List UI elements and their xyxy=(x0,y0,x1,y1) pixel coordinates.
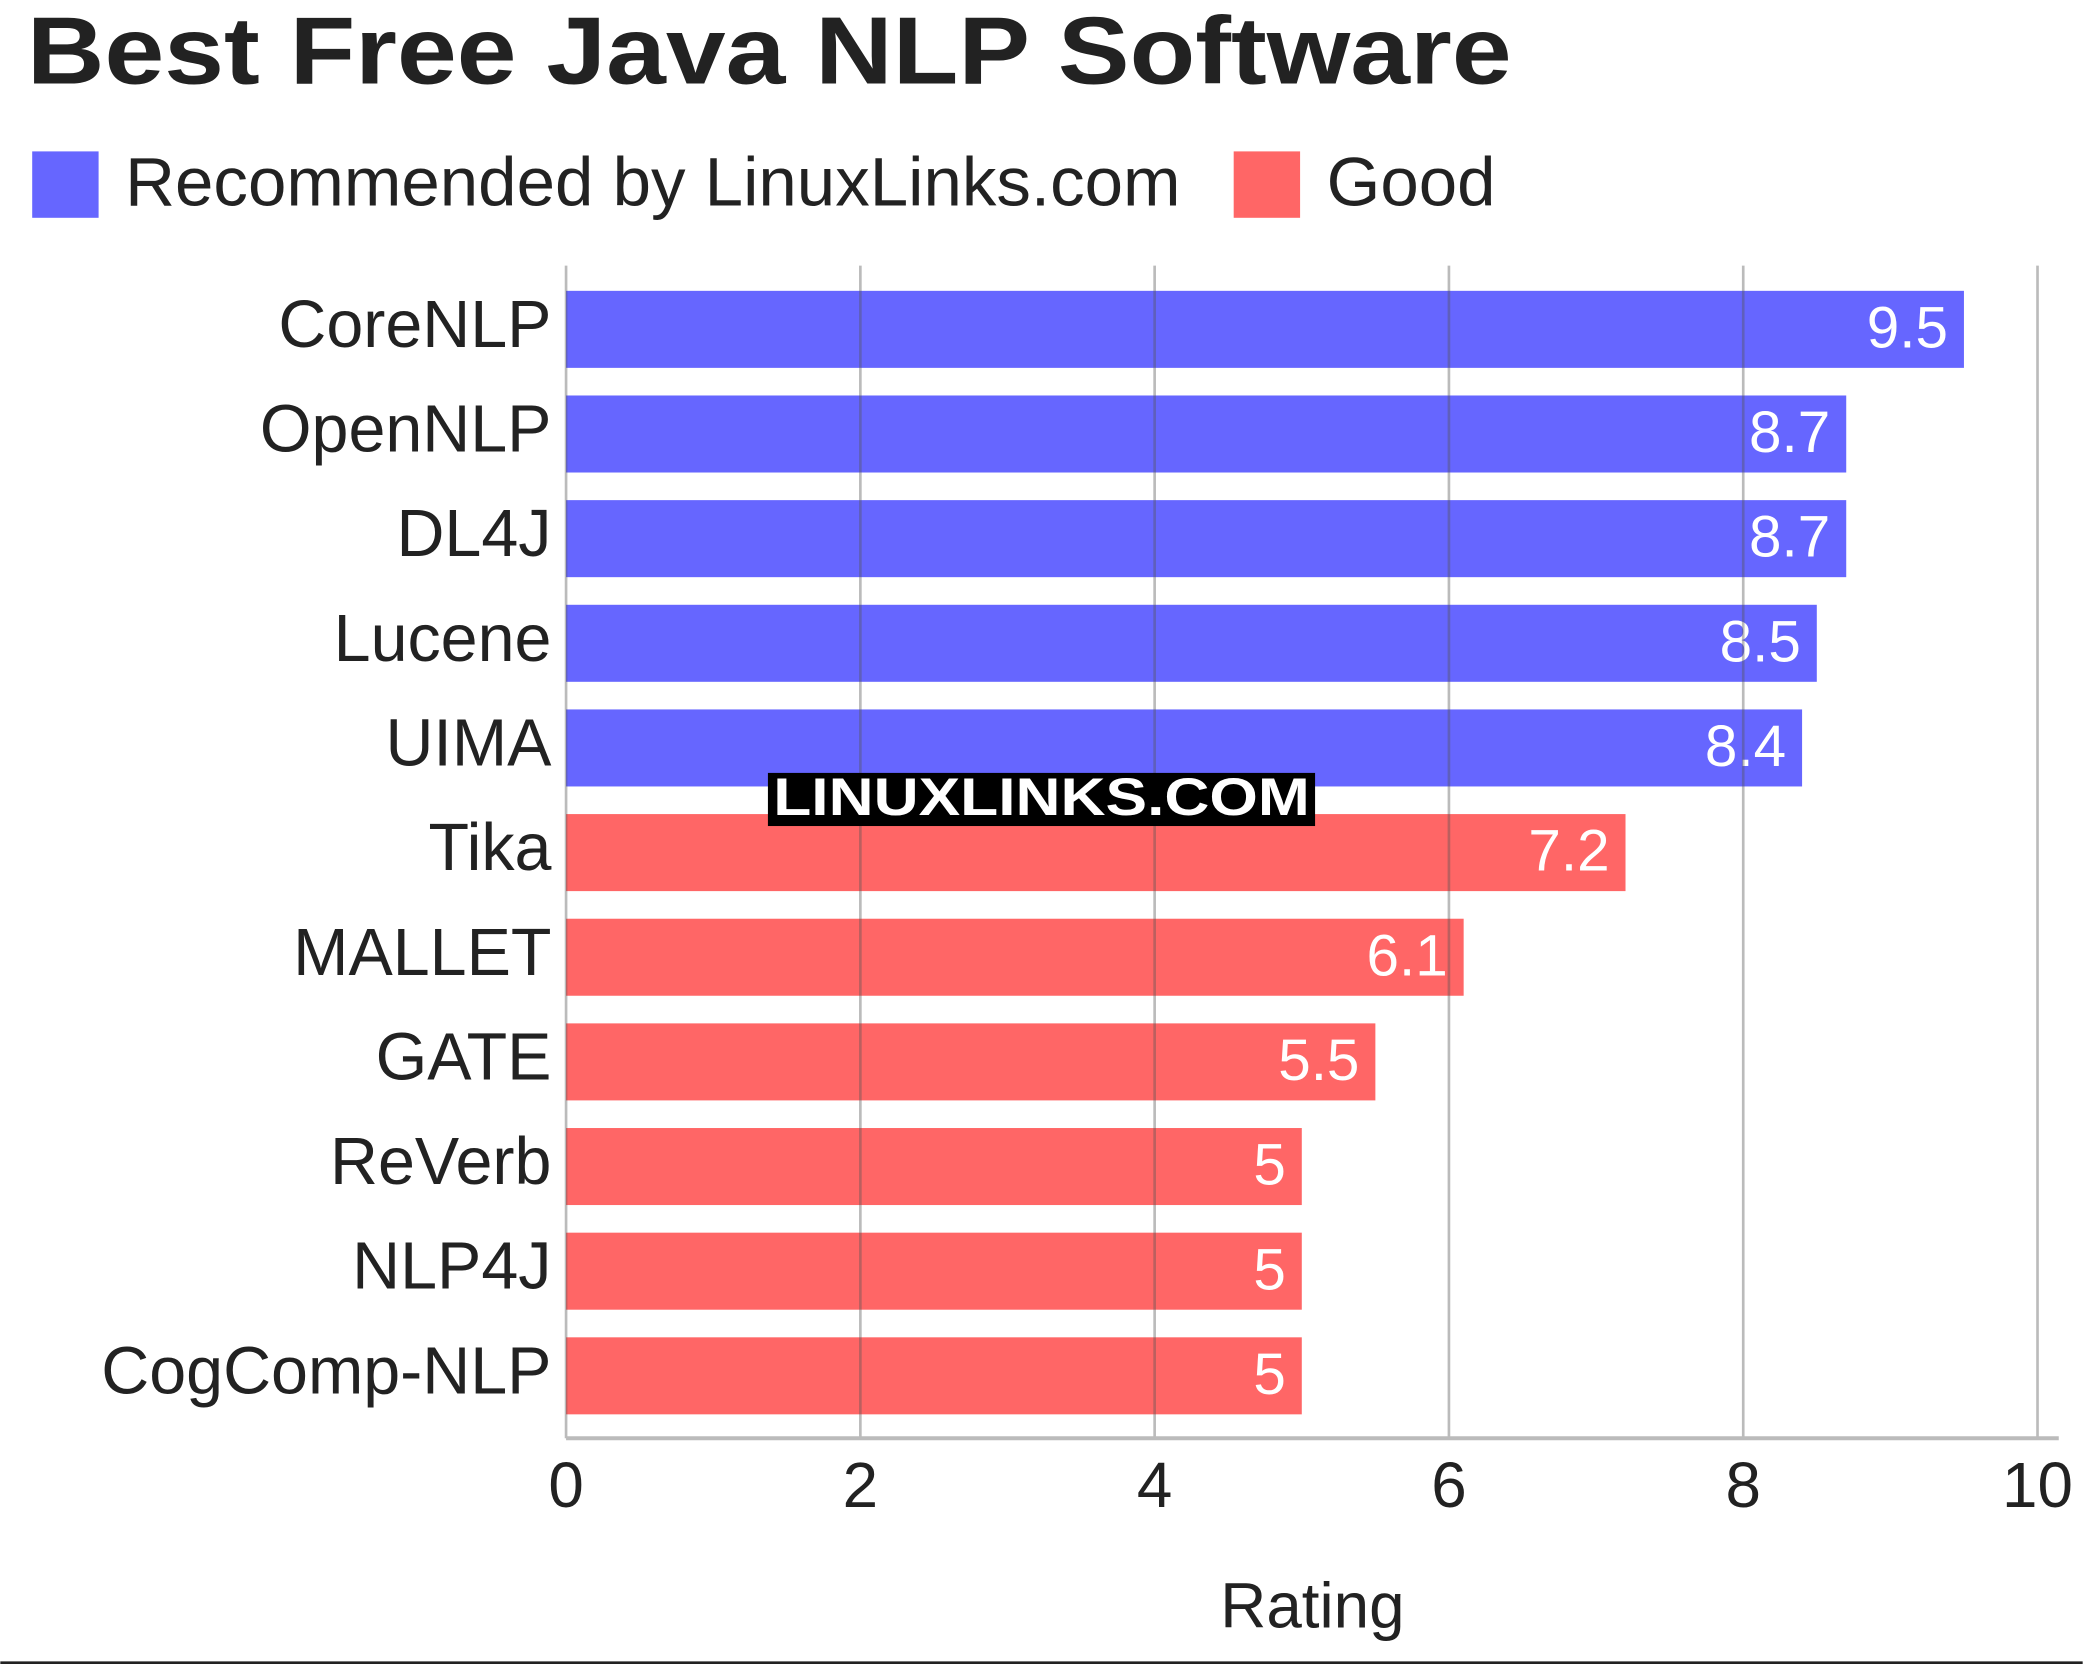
y-tick-label: MALLET xyxy=(293,916,551,990)
bar xyxy=(566,604,1817,682)
legend-label: Recommended by LinuxLinks.com xyxy=(125,142,1180,220)
x-tick-label: 0 xyxy=(548,1449,583,1521)
value-label: 8.4 xyxy=(1705,714,1786,779)
bar xyxy=(566,500,1847,578)
x-tick-label: 2 xyxy=(843,1449,878,1521)
y-tick-label: NLP4J xyxy=(352,1230,551,1304)
bar xyxy=(566,290,1964,368)
x-tick-label: 6 xyxy=(1431,1449,1466,1521)
bar xyxy=(566,395,1847,473)
value-label: 5.5 xyxy=(1278,1028,1359,1093)
legend-label: Good xyxy=(1327,142,1496,220)
value-label: 8.7 xyxy=(1749,505,1830,570)
value-label: 5 xyxy=(1253,1237,1286,1302)
value-label: 6.1 xyxy=(1366,923,1447,988)
value-label: 5 xyxy=(1253,1342,1286,1407)
y-tick-label: ReVerb xyxy=(330,1125,551,1199)
y-tick-label: UIMA xyxy=(385,706,552,780)
y-tick-label: CogComp-NLP xyxy=(101,1334,551,1408)
bar xyxy=(566,1337,1302,1415)
x-tick-label: 4 xyxy=(1137,1449,1172,1521)
value-label: 8.7 xyxy=(1749,400,1830,465)
watermark: LINUXLINKS.COM xyxy=(773,768,1310,827)
bar xyxy=(566,918,1464,996)
bar xyxy=(566,814,1626,892)
y-tick-label: Tika xyxy=(428,811,551,885)
value-label: 7.2 xyxy=(1528,819,1609,884)
bar xyxy=(566,1232,1302,1310)
x-axis-label: Rating xyxy=(1220,1570,1404,1642)
y-tick-label: OpenNLP xyxy=(260,393,552,467)
x-tick-label: 10 xyxy=(2002,1449,2073,1521)
bar xyxy=(566,1128,1302,1206)
value-label: 8.5 xyxy=(1720,609,1801,674)
legend-swatch xyxy=(32,151,99,218)
legend-swatch xyxy=(1233,151,1301,218)
y-tick-label: DL4J xyxy=(396,497,551,571)
value-label: 9.5 xyxy=(1867,295,1948,360)
bar xyxy=(566,1023,1376,1101)
y-tick-label: GATE xyxy=(376,1020,552,1094)
chart-title: Best Free Java NLP Software xyxy=(27,0,1512,105)
y-tick-label: Lucene xyxy=(334,602,552,676)
watermark-box xyxy=(767,772,1316,827)
value-label: 5 xyxy=(1253,1133,1286,1198)
x-tick-label: 8 xyxy=(1726,1449,1761,1521)
y-tick-label: CoreNLP xyxy=(278,288,551,362)
